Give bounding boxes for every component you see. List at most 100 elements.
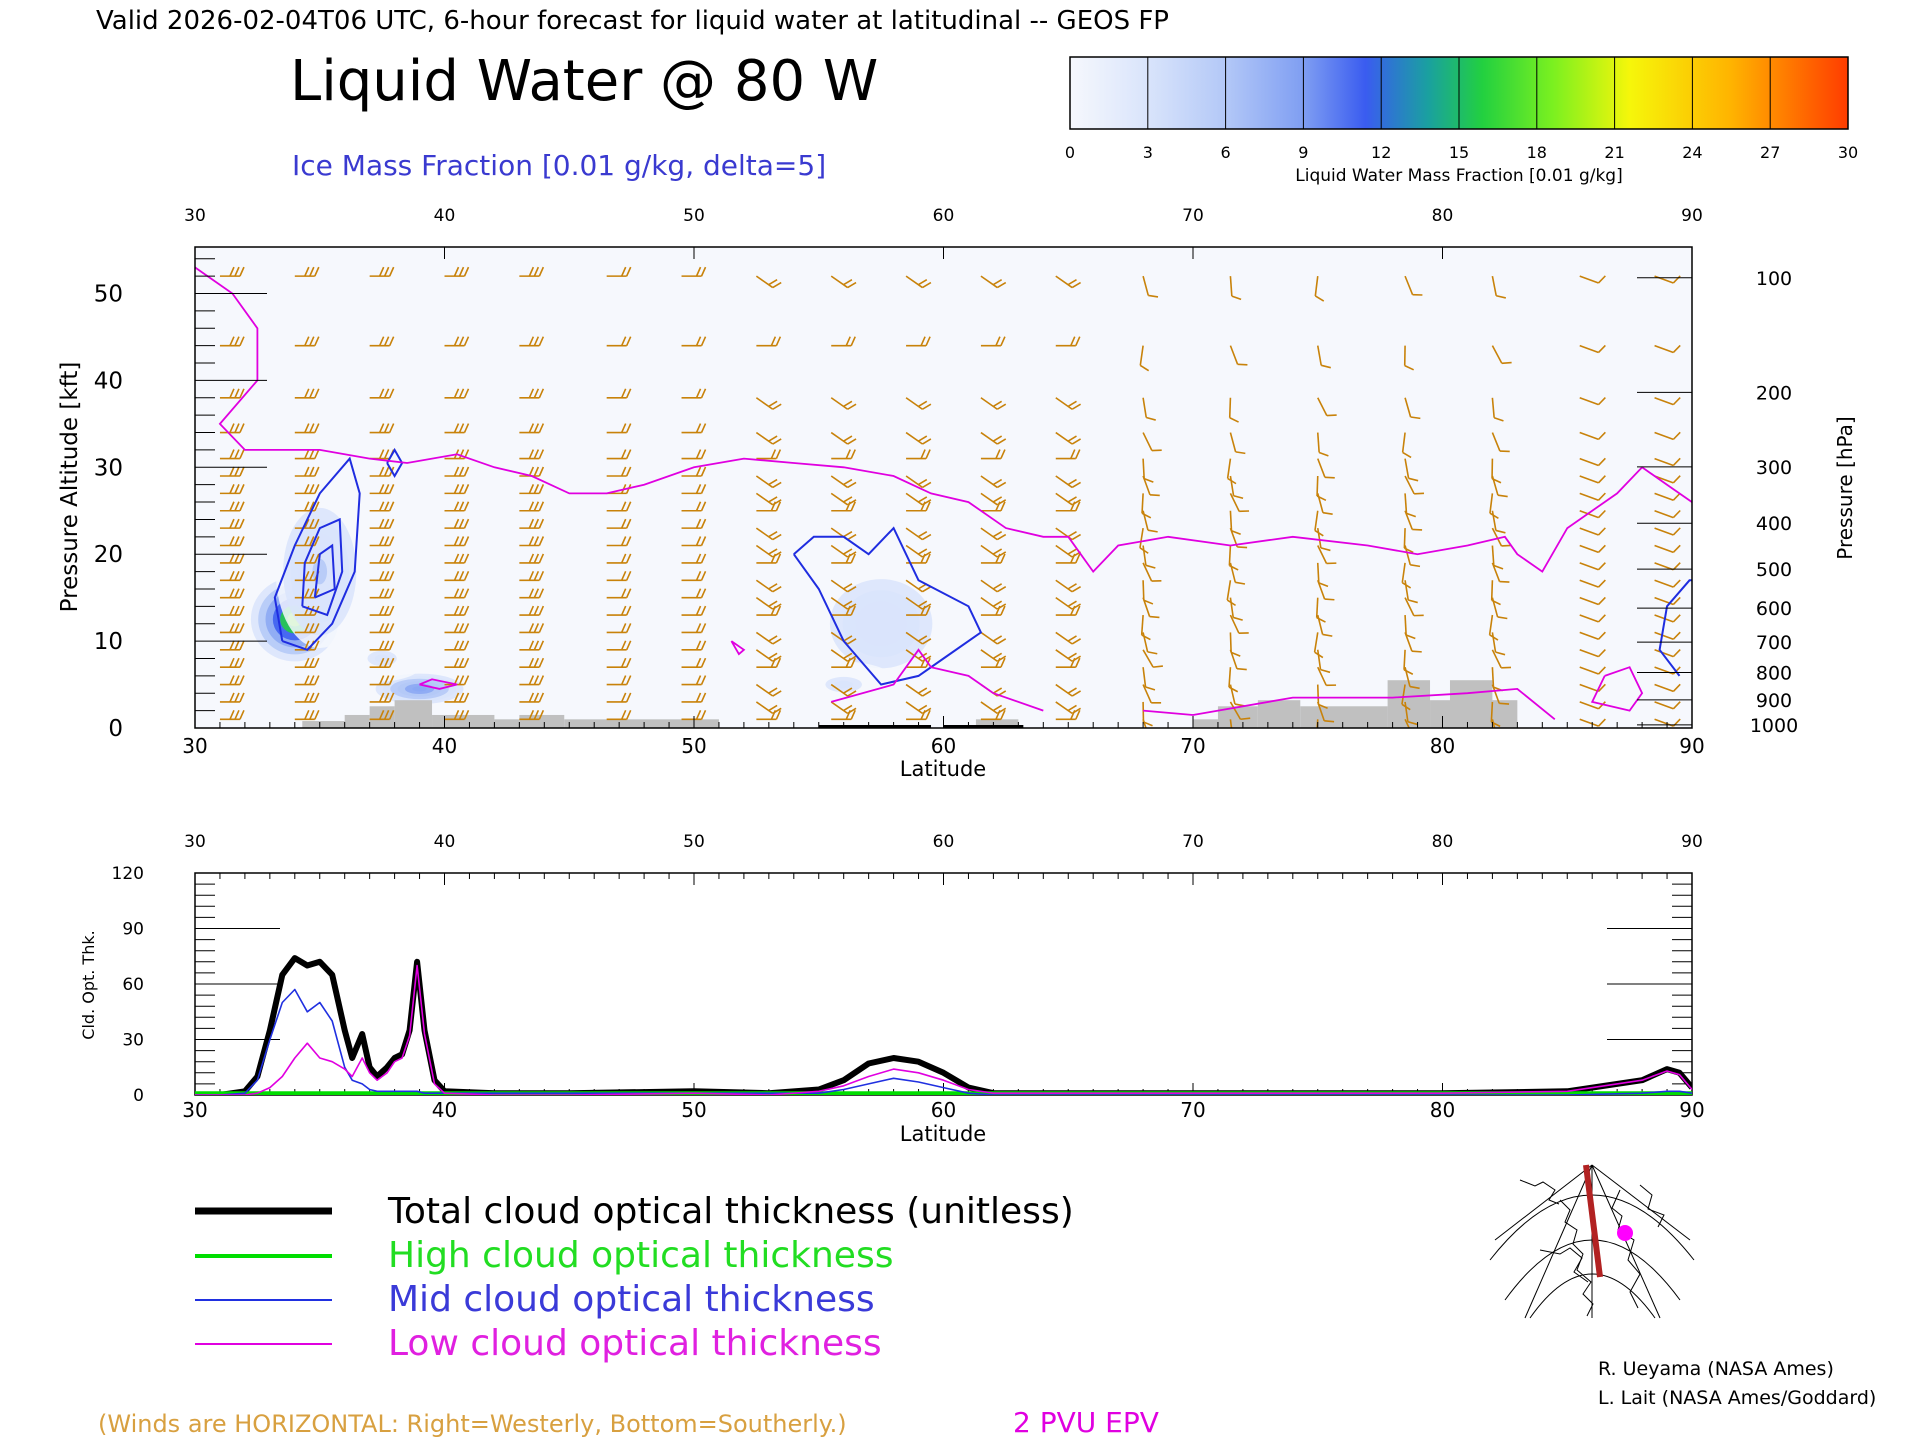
wind-barb: [755, 492, 782, 506]
colorbar-tick-label: 21: [1604, 143, 1624, 162]
x-tick-label-top: 40: [434, 206, 456, 226]
wind-barb: [1229, 493, 1250, 513]
wind-barb: [1139, 345, 1150, 372]
wind-barb: [755, 701, 782, 715]
wind-barb: [606, 675, 632, 686]
wind-barb: [1055, 596, 1082, 610]
ice-subtitle: Ice Mass Fraction [0.01 g/kg, delta=5]: [292, 149, 826, 182]
x-tick-label: 50: [681, 1098, 706, 1122]
y-tick-label: 0: [108, 716, 123, 742]
wind-barb: [606, 449, 632, 460]
wind-barb: [606, 466, 632, 477]
wind-barb: [681, 692, 707, 703]
wind-barb: [830, 431, 857, 445]
cross-section-panel: 3030404050506060707080809090010203040501…: [57, 206, 1857, 781]
colorbar-tick-label: 0: [1065, 143, 1075, 162]
wind-barb: [1491, 649, 1512, 669]
wind-barb: [755, 527, 782, 541]
x-tick-label: 80: [1430, 734, 1455, 758]
wind-barb: [1316, 528, 1331, 552]
wind-barb: [1055, 649, 1082, 662]
wind-barb: [1491, 562, 1510, 583]
wind-barb: [831, 449, 856, 460]
epv-contour: [419, 678, 458, 690]
pressure-tick-label: 300: [1756, 457, 1792, 479]
wind-barb: [1317, 458, 1335, 479]
wind-barb: [1229, 276, 1242, 301]
wind-barb: [294, 449, 320, 460]
wind-barb: [369, 640, 395, 651]
wind-barb: [905, 492, 932, 506]
wind-barb: [1055, 397, 1082, 410]
wind-barb: [519, 623, 545, 634]
wind-barb: [606, 266, 632, 277]
x-tick-label: 60: [931, 1098, 956, 1122]
wind-barb: [1491, 510, 1506, 534]
wind-barb: [606, 536, 632, 547]
optical-thickness-frame: [194, 872, 1693, 1096]
wind-barb: [444, 657, 470, 668]
colorbar-tick-label: 15: [1449, 143, 1469, 162]
wind-barb: [444, 466, 470, 477]
wind-barb: [1579, 527, 1606, 536]
wind-barb: [681, 553, 707, 564]
wind-barb: [606, 605, 632, 616]
colorbar-tick-label: 12: [1371, 143, 1391, 162]
wind-barb: [906, 336, 931, 347]
wind-barb: [980, 596, 1007, 610]
optical-thickness-xlabel: Latitude: [900, 1122, 986, 1146]
wind-barb: [219, 605, 245, 616]
wind-barb: [369, 692, 395, 703]
wind-barb: [980, 336, 1006, 347]
x-tick-label: 80: [1430, 1098, 1455, 1122]
wind-barb: [219, 588, 245, 599]
wind-barb: [219, 266, 245, 277]
wind-barb: [1654, 579, 1681, 588]
wind-barb: [905, 683, 932, 697]
x-tick-label: 90: [1679, 734, 1704, 758]
legend-label-total: Total cloud optical thickness (unitless): [387, 1191, 1074, 1232]
cross-section-ylabel-right: Pressure [hPa]: [1833, 416, 1857, 559]
pressure-tick-label: 700: [1756, 632, 1792, 654]
wind-barb: [830, 544, 857, 558]
wind-barb: [519, 553, 545, 564]
wind-barb: [831, 336, 856, 347]
x-tick-label-top: 50: [683, 832, 705, 852]
wind-barb: [1313, 632, 1324, 659]
wind-barb: [519, 449, 545, 460]
wind-barb: [980, 701, 1007, 715]
terrain-block: [302, 721, 345, 728]
credit-line-2: L. Lait (NASA Ames/Goddard): [1598, 1387, 1876, 1409]
terrain-block: [344, 714, 370, 728]
wind-barb: [219, 423, 245, 434]
wind-barb: [1315, 597, 1326, 623]
wind-barb: [519, 266, 545, 277]
wind-barb: [606, 588, 632, 599]
wind-barb: [1654, 544, 1681, 554]
wind-barb: [1229, 510, 1241, 535]
wind-barb: [905, 631, 932, 645]
y-tick-label: 10: [94, 629, 123, 655]
wind-barb: [1491, 458, 1502, 484]
wind-barb: [444, 388, 470, 399]
wind-barb: [755, 475, 782, 489]
locator-map: [1489, 1160, 1695, 1319]
wind-barb: [1055, 449, 1081, 460]
wind-barb: [1404, 718, 1415, 728]
wind-barb: [830, 492, 857, 506]
wind-barb: [369, 266, 395, 277]
pressure-tick-label: 900: [1756, 690, 1792, 712]
wind-barb: [681, 484, 707, 495]
wind-barb: [1142, 580, 1154, 605]
wind-barb: [219, 388, 245, 399]
wind-barb: [519, 518, 545, 529]
wind-barb: [1654, 631, 1681, 641]
wind-barb: [1055, 631, 1082, 645]
wind-barb: [519, 709, 545, 721]
wind-barb: [1404, 493, 1417, 518]
wind-barb: [1139, 528, 1149, 554]
wind-barb: [294, 423, 320, 434]
wind-barb: [1491, 275, 1506, 299]
terrain-block: [1492, 700, 1518, 728]
wind-barb: [1654, 344, 1681, 354]
